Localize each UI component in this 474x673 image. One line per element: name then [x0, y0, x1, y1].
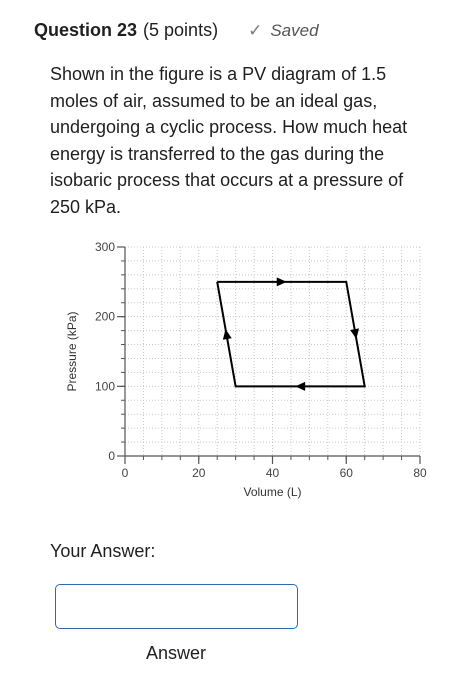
question-body: Shown in the figure is a PV diagram of 1…	[50, 64, 408, 217]
saved-label: Saved	[270, 21, 319, 40]
direction-arrow-icon	[350, 328, 360, 340]
y-tick-label: 0	[108, 449, 115, 463]
direction-arrow-icon	[295, 381, 306, 391]
direction-arrow-icon	[276, 277, 287, 287]
x-tick-label: 20	[192, 466, 206, 480]
x-axis-label: Volume (L)	[243, 485, 301, 499]
x-tick-label: 80	[413, 466, 427, 480]
x-tick-label: 40	[266, 466, 280, 480]
answer-input[interactable]	[55, 584, 298, 629]
y-tick-label: 100	[95, 379, 115, 393]
answer-caption: Answer	[146, 643, 207, 663]
direction-arrow-icon	[222, 329, 232, 340]
pv-diagram: 0 100 200 300 0 20 40 60 80 Volume (L) Pressure (k…	[58, 232, 438, 508]
y-tick-label: 300	[95, 240, 115, 254]
checkmark-icon: ✓	[248, 21, 263, 40]
y-axis-label: Pressure (kPa)	[65, 311, 79, 391]
cycle-path	[216, 280, 366, 388]
question-points: (5 points)	[143, 20, 219, 40]
x-tick-label: 60	[340, 466, 354, 480]
x-tick-label: 0	[122, 466, 129, 480]
saved-status: ✓ Saved	[248, 21, 318, 41]
pv-diagram-svg: 0 100 200 300 0 20 40 60 80 Volume (L) Pressure (k…	[65, 240, 427, 499]
question-header: Question 23 (5 points) ✓ Saved	[34, 20, 454, 48]
question-title: Question 23	[34, 20, 138, 40]
answer-label: Your Answer:	[50, 541, 156, 561]
y-tick-label: 200	[95, 310, 115, 324]
